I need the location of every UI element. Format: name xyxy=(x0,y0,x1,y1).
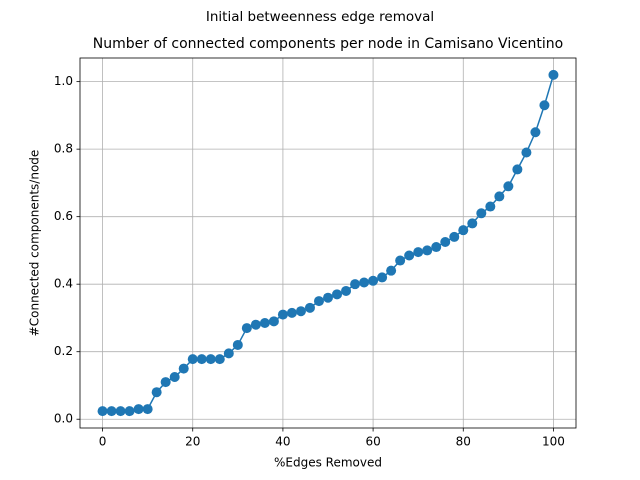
x-tick-label: 40 xyxy=(275,435,290,449)
data-point xyxy=(548,69,559,80)
data-point xyxy=(295,306,306,317)
data-point xyxy=(214,354,225,365)
data-point xyxy=(350,279,361,290)
data-point xyxy=(142,404,153,415)
data-point xyxy=(377,272,388,283)
y-tick-label: 0.0 xyxy=(54,412,73,426)
data-point xyxy=(332,289,343,300)
data-point xyxy=(205,354,216,365)
data-point xyxy=(304,302,315,313)
y-tick-label: 0.2 xyxy=(54,344,73,358)
data-point xyxy=(106,406,117,417)
x-tick-label: 60 xyxy=(365,435,380,449)
data-point xyxy=(341,285,352,296)
y-tick-label: 1.0 xyxy=(54,74,73,88)
x-tick-label: 20 xyxy=(185,435,200,449)
data-point xyxy=(268,316,279,327)
data-point xyxy=(386,265,397,276)
data-point xyxy=(241,323,252,334)
data-point xyxy=(160,377,171,388)
chart-suptitle: Initial betweenness edge removal xyxy=(206,9,434,25)
data-point xyxy=(133,404,144,415)
data-point xyxy=(359,277,370,288)
data-point xyxy=(530,127,541,138)
data-point xyxy=(124,406,135,417)
data-point xyxy=(169,372,180,383)
data-point xyxy=(503,181,514,192)
data-point xyxy=(223,348,234,359)
data-point xyxy=(250,319,261,330)
x-tick-label: 0 xyxy=(99,435,107,449)
y-tick-label: 0.4 xyxy=(54,277,73,291)
y-axis-label: #Connected components/node xyxy=(28,150,42,337)
chart-title: Number of connected components per node … xyxy=(93,36,563,52)
data-point xyxy=(521,147,532,158)
x-tick-label: 100 xyxy=(542,435,565,449)
data-point xyxy=(368,275,379,286)
data-point xyxy=(512,164,523,175)
data-point xyxy=(323,292,333,303)
data-point xyxy=(187,354,198,365)
data-point xyxy=(115,406,126,417)
data-point xyxy=(151,387,162,398)
y-tick-label: 0.8 xyxy=(54,142,73,156)
data-point xyxy=(485,201,496,212)
data-point xyxy=(413,247,424,258)
data-point xyxy=(395,255,406,266)
data-point xyxy=(539,100,550,111)
x-axis-label: %Edges Removed xyxy=(274,456,382,470)
x-tick-label: 80 xyxy=(456,435,471,449)
data-point xyxy=(440,236,451,247)
data-point xyxy=(494,191,505,202)
data-point xyxy=(458,225,469,236)
data-point xyxy=(277,309,288,320)
data-point xyxy=(97,406,108,417)
data-point xyxy=(476,208,487,219)
data-point xyxy=(467,218,478,229)
data-point xyxy=(449,231,460,242)
data-point xyxy=(196,354,207,365)
data-point xyxy=(404,250,415,261)
data-point xyxy=(232,339,243,350)
data-line xyxy=(102,74,555,412)
y-tick-label: 0.6 xyxy=(54,209,73,223)
data-point xyxy=(259,318,270,329)
plot-frame xyxy=(79,57,577,429)
data-point xyxy=(431,242,442,253)
data-point xyxy=(422,245,433,256)
data-point xyxy=(178,363,189,374)
data-point xyxy=(313,296,324,307)
data-point xyxy=(286,307,297,318)
